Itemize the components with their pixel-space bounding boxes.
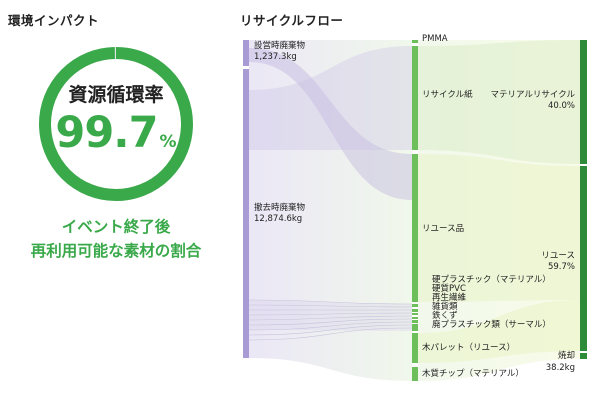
impact-title: 環境インパクト [8,13,100,28]
material-label: 硬質PVC [432,283,466,294]
source-node [243,69,249,358]
material-label: 廃プラスチック類（サーマル） [432,319,551,330]
flow-link [249,48,412,200]
flow-link [418,300,580,363]
flow-link [249,40,412,381]
flow-link [248,312,413,316]
source-value-label: 1,237.3kg [254,52,297,62]
material-node [412,46,418,150]
flow-link [418,154,580,302]
material-node [412,313,418,315]
flow-link [248,304,413,308]
material-label: PMMA [422,34,448,44]
flow-link [249,46,412,150]
outcome-label: リユース [541,251,575,261]
outcome-node [580,353,587,359]
material-label: 雑貨類 [432,301,458,312]
flow-link [418,40,580,164]
flow-link [249,300,412,331]
source-label: 設営時廃棄物 [254,40,306,51]
outcome-value-label: 59.7% [548,262,575,272]
material-label: リユース品 [422,224,464,234]
material-label: リサイクル紙 [422,89,473,100]
recycling-rate-ring: 資源循環率 99.7% [38,46,194,202]
outcome-node [580,166,587,351]
material-label: 木質チップ（マテリアル） [422,368,524,379]
ring-value-number: 99.7 [55,108,158,158]
impact-description-line2: 再利用可能な素材の割合 [30,242,202,260]
outcome-value-label: 38.2kg [546,363,575,373]
outcome-label: 焼却 [558,350,575,361]
impact-description-line1: イベント終了後 [61,218,171,236]
ring-caption: 資源循環率 [68,84,164,106]
flow-title: リサイクルフロー [240,13,344,28]
material-node [412,317,418,319]
flow-link [248,299,413,305]
material-node [412,320,418,323]
ring-progress-arc [39,47,193,201]
ring-value-unit: % [159,132,177,152]
material-node [412,333,418,363]
material-label: 木パレット（リユース） [422,342,515,353]
source-value-label: 12,874.6kg [254,214,302,224]
outcome-value-label: 40.0% [548,101,575,111]
material-label: 鉄くず [432,310,458,321]
flow-link [248,327,413,341]
ring-value: 99.7% [38,108,194,158]
material-label: 再生繊維 [432,292,467,303]
source-label: 撤去時廃棄物 [254,202,306,213]
source-node [243,40,249,66]
material-node [412,304,418,307]
flow-link [248,315,413,321]
flow-link [248,318,413,326]
material-label: 硬プラスチック（マテリアル） [432,274,551,285]
flow-link [248,324,413,336]
material-node [412,367,418,381]
material-node [412,309,418,312]
material-node [412,40,418,43]
flow-link [248,321,413,331]
material-node [412,154,418,302]
outcome-label: マテリアルリサイクル [491,90,576,100]
material-node [412,324,418,331]
outcome-node [580,40,587,164]
